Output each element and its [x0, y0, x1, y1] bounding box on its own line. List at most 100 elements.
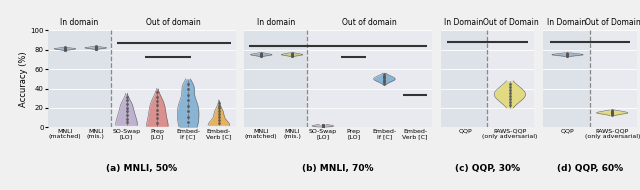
Point: [91, 46, 101, 49]
Bar: [488, 30, 534, 127]
Point: [380, 81, 390, 84]
Point: [505, 101, 515, 104]
Point: [183, 99, 193, 102]
Point: [607, 110, 618, 113]
Point: [60, 47, 70, 50]
Point: [256, 51, 266, 55]
Point: [563, 55, 573, 58]
Point: [60, 48, 70, 51]
Point: [380, 77, 390, 80]
Point: [214, 121, 224, 124]
Point: [287, 53, 297, 56]
Point: [183, 82, 193, 85]
Point: [122, 95, 132, 98]
Point: [505, 94, 515, 97]
Point: [287, 55, 297, 58]
Point: [91, 47, 101, 50]
Point: [152, 99, 163, 102]
Point: [563, 52, 573, 55]
Point: [214, 113, 224, 116]
Point: [287, 54, 297, 57]
Point: [563, 54, 573, 57]
Bar: [307, 30, 432, 127]
Text: In Domain: In Domain: [547, 18, 586, 28]
Point: [380, 82, 390, 85]
Point: [122, 117, 132, 120]
Point: [183, 104, 193, 107]
Text: In domain: In domain: [60, 18, 99, 28]
Point: [91, 48, 101, 51]
Point: [505, 85, 515, 88]
Point: [91, 47, 101, 50]
Point: [317, 124, 328, 127]
Point: [287, 52, 297, 55]
Y-axis label: Accuracy (%): Accuracy (%): [19, 51, 28, 107]
Point: [183, 88, 193, 91]
Point: [183, 115, 193, 118]
Point: [256, 54, 266, 57]
Point: [505, 82, 515, 85]
Point: [152, 112, 163, 116]
Point: [60, 49, 70, 52]
Text: In domain: In domain: [257, 18, 295, 28]
Point: [317, 124, 328, 127]
Point: [317, 124, 328, 127]
Text: Out of Domain: Out of Domain: [483, 18, 539, 28]
Point: [152, 108, 163, 111]
Point: [60, 48, 70, 51]
Point: [287, 52, 297, 55]
Point: [60, 46, 70, 49]
Point: [607, 112, 618, 115]
Point: [60, 48, 70, 51]
Point: [152, 95, 163, 98]
Point: [607, 112, 618, 115]
Point: [380, 75, 390, 78]
Point: [91, 46, 101, 49]
Point: [183, 110, 193, 113]
Point: [287, 51, 297, 55]
Point: [563, 52, 573, 55]
Point: [152, 91, 163, 94]
Text: Out of Domain: Out of Domain: [586, 18, 640, 28]
Point: [214, 116, 224, 119]
Point: [317, 125, 328, 128]
Point: [152, 117, 163, 120]
Point: [256, 53, 266, 56]
Bar: [440, 30, 488, 127]
Point: [214, 118, 224, 121]
Point: [122, 99, 132, 102]
Point: [256, 52, 266, 55]
Point: [505, 104, 515, 107]
Point: [563, 53, 573, 56]
Point: [256, 52, 266, 55]
Bar: [244, 30, 307, 127]
Point: [122, 102, 132, 105]
Text: (a) MNLI, 50%: (a) MNLI, 50%: [106, 164, 177, 173]
Point: [214, 107, 224, 110]
Point: [91, 45, 101, 48]
Point: [317, 125, 328, 128]
Point: [183, 93, 193, 96]
Text: (c) QQP, 30%: (c) QQP, 30%: [455, 164, 520, 173]
Point: [563, 54, 573, 57]
Point: [60, 47, 70, 50]
Point: [607, 111, 618, 114]
Point: [563, 53, 573, 56]
Point: [122, 106, 132, 109]
Point: [122, 110, 132, 113]
Bar: [48, 30, 111, 127]
Text: In Domain: In Domain: [444, 18, 484, 28]
Bar: [111, 30, 236, 127]
Bar: [543, 30, 590, 127]
Point: [60, 46, 70, 49]
Text: Out of domain: Out of domain: [146, 18, 201, 28]
Point: [214, 104, 224, 107]
Text: Out of domain: Out of domain: [342, 18, 397, 28]
Point: [563, 51, 573, 55]
Point: [317, 125, 328, 128]
Point: [317, 123, 328, 126]
Point: [91, 48, 101, 51]
Point: [214, 101, 224, 104]
Point: [380, 79, 390, 82]
Point: [183, 121, 193, 124]
